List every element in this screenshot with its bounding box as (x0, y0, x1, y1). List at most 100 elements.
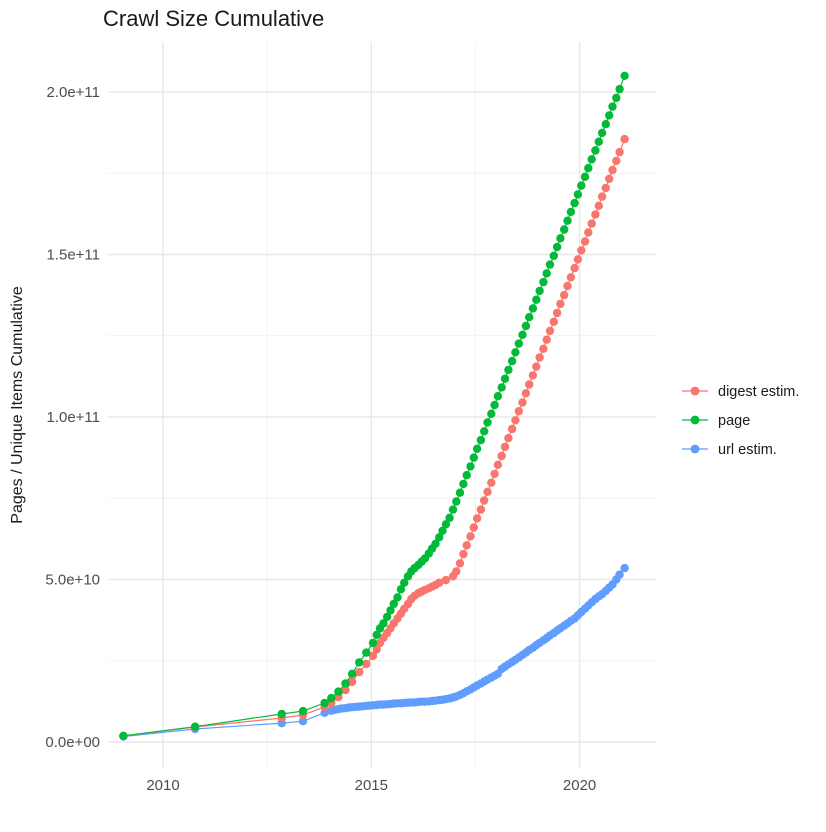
data-point-url-estim (298, 717, 308, 726)
data-point-digest-estim (459, 549, 468, 559)
series-digest-estim (119, 134, 629, 741)
data-point-digest-estim (573, 255, 583, 264)
y-tick-label: 1.0e+11 (46, 409, 100, 426)
data-point-page (549, 251, 558, 260)
data-point-page (597, 128, 607, 138)
data-point-page (542, 269, 551, 278)
series-layer (119, 71, 629, 741)
data-point-digest-estim (528, 371, 538, 380)
data-point-digest-estim (549, 317, 558, 326)
data-point-page (518, 330, 527, 339)
data-point-page (584, 163, 593, 173)
data-point-page (435, 533, 444, 542)
data-point-page (347, 669, 357, 678)
data-point-digest-estim (472, 514, 482, 523)
y-axis: 0.0e+00 5.0e+10 1.0e+11 1.5e+11 2.0e+11 (45, 84, 100, 751)
data-point-digest-estim (521, 389, 531, 398)
data-point-page (556, 234, 565, 243)
data-point-page (400, 578, 409, 587)
data-point-digest-estim (514, 407, 523, 416)
data-point-page (587, 155, 596, 164)
data-point-digest-estim (584, 228, 593, 237)
data-point-digest-estim (563, 281, 572, 291)
data-point-page (605, 111, 614, 120)
data-point-digest-estim (525, 380, 534, 389)
data-point-page (119, 731, 128, 740)
x-tick-label: 2010 (146, 777, 179, 794)
data-point-page (573, 190, 583, 199)
data-point-page (455, 488, 465, 497)
data-point-page (452, 497, 461, 506)
data-point-page (368, 638, 378, 648)
grid-layer (108, 42, 656, 768)
data-point-page (480, 427, 489, 436)
data-point-page (298, 706, 308, 716)
data-point-page (612, 93, 621, 103)
data-point-page (591, 146, 600, 155)
y-tick-label: 1.5e+11 (46, 247, 100, 264)
data-point-page (476, 435, 486, 445)
data-point-page (379, 619, 388, 628)
data-point-digest-estim (566, 273, 576, 282)
legend-item-label: url estim. (718, 442, 777, 458)
legend-key-point (690, 444, 700, 454)
data-point-digest-estim (608, 165, 617, 175)
data-point-digest-estim (355, 667, 364, 677)
data-point-page (362, 648, 371, 657)
data-point-digest-estim (500, 442, 510, 452)
data-point-digest-estim (347, 677, 357, 687)
data-point-page (615, 84, 624, 94)
data-point-page (563, 216, 572, 225)
data-point-digest-estim (507, 424, 517, 434)
data-point-page (514, 339, 523, 348)
data-point-digest-estim (556, 299, 565, 309)
data-point-page (539, 277, 548, 287)
data-point-page (320, 698, 329, 708)
data-point-page (355, 658, 364, 667)
data-point-page (341, 679, 350, 688)
data-point-page (277, 709, 286, 719)
data-point-digest-estim (476, 505, 486, 514)
data-point-digest-estim (518, 398, 527, 407)
data-point-digest-estim (542, 335, 551, 344)
legend-key-point (690, 415, 700, 425)
legend-item-page: page (682, 413, 750, 429)
data-point-digest-estim (620, 134, 629, 144)
data-point-page (431, 539, 440, 548)
data-point-digest-estim (587, 219, 596, 228)
y-tick-label: 0.0e+00 (45, 734, 100, 751)
data-point-url-estim (620, 563, 629, 573)
data-point-page (386, 606, 395, 615)
data-point-digest-estim (612, 156, 621, 166)
data-point-page (466, 462, 475, 471)
data-point-page (483, 418, 492, 427)
data-point-page (487, 409, 496, 418)
chart-title: Crawl Size Cumulative (103, 6, 324, 31)
data-point-digest-estim (493, 460, 503, 469)
legend: digest estim. page url estim. (682, 384, 799, 458)
data-point-digest-estim (552, 308, 562, 318)
x-tick-label: 2020 (563, 777, 596, 794)
data-point-page (497, 383, 506, 392)
y-axis-title: Pages / Unique Items Cumulative (9, 286, 26, 524)
data-point-page (577, 181, 586, 190)
series-url-estim (119, 563, 629, 741)
data-point-page (535, 286, 544, 296)
data-point-page (594, 137, 603, 146)
data-point-digest-estim (466, 532, 475, 541)
data-point-page (459, 479, 468, 489)
y-tick-label: 5.0e+10 (45, 572, 100, 589)
data-point-page (462, 471, 471, 480)
legend-item-label: digest estim. (718, 384, 799, 400)
data-point-digest-estim (560, 290, 569, 300)
data-point-page (507, 356, 517, 366)
data-point-page (570, 198, 579, 208)
data-point-digest-estim (532, 362, 541, 371)
data-point-digest-estim (452, 567, 461, 576)
data-point-digest-estim (601, 183, 610, 193)
data-point-page (393, 593, 402, 602)
y-tick-label: 2.0e+11 (46, 84, 100, 101)
data-point-digest-estim (570, 263, 579, 273)
data-point-digest-estim (605, 174, 614, 183)
